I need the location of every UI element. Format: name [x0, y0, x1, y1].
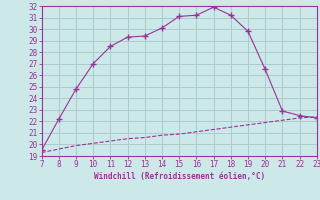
X-axis label: Windchill (Refroidissement éolien,°C): Windchill (Refroidissement éolien,°C)	[94, 172, 265, 181]
